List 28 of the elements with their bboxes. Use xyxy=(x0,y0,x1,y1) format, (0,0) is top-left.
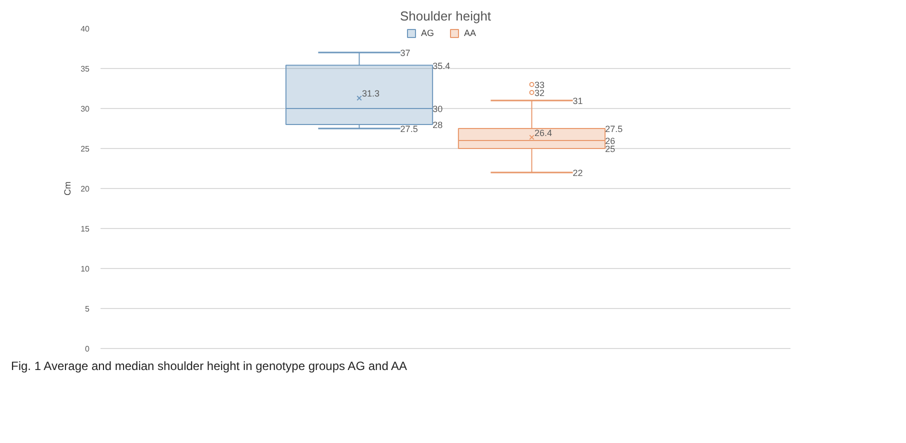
annotation: 27.5 xyxy=(605,124,623,134)
annotation: 22 xyxy=(572,168,583,178)
annotation: 30 xyxy=(432,104,443,114)
y-axis-title: Cm xyxy=(62,182,73,196)
annotation: 32 xyxy=(534,88,545,98)
annotation: 26 xyxy=(605,136,616,146)
annotation: 37 xyxy=(400,48,410,58)
annotation: 28 xyxy=(432,120,443,130)
chart-title: Shoulder height xyxy=(400,8,492,24)
annotation: 27.5 xyxy=(400,124,418,134)
y-tick-label: 40 xyxy=(80,24,90,34)
y-tick-label: 10 xyxy=(80,264,90,274)
y-tick-label: 5 xyxy=(85,304,90,314)
y-tick-label: 15 xyxy=(80,224,90,234)
legend-label: AA xyxy=(464,28,478,38)
caption: Fig. 1 Average and median shoulder height in genotype groups AG and AA xyxy=(11,358,408,375)
y-tick-label: 25 xyxy=(80,144,90,154)
annotation: 33 xyxy=(534,80,545,90)
annotation: 26.4 xyxy=(534,128,552,138)
annotation: 31 xyxy=(572,96,583,106)
annotation: 35.4 xyxy=(432,60,450,71)
y-tick-label: 30 xyxy=(80,104,90,114)
annotation: 25 xyxy=(605,144,616,154)
legend-label: AG xyxy=(421,28,436,38)
y-tick-label: 20 xyxy=(80,184,90,194)
y-tick-label: 35 xyxy=(80,64,90,74)
annotation: 31.3 xyxy=(362,88,380,99)
y-tick-label: 0 xyxy=(85,344,90,354)
